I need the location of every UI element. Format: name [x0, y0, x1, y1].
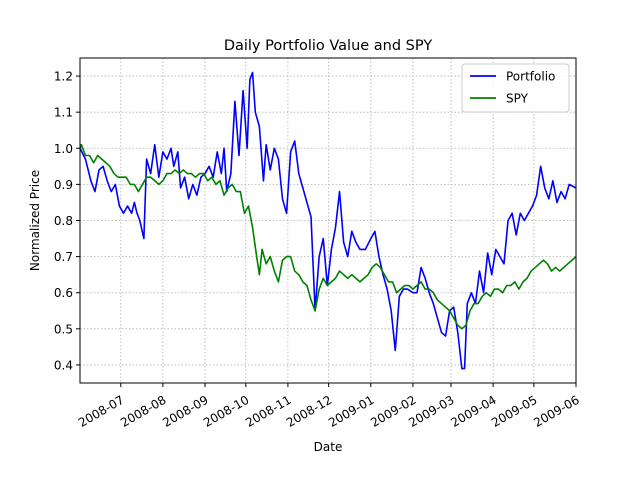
- legend-label-spy: SPY: [506, 92, 529, 106]
- chart-title: Daily Portfolio Value and SPY: [224, 38, 433, 54]
- legend-label-portfolio: Portfolio: [506, 70, 555, 84]
- y-tick-label: 1.2: [54, 70, 73, 84]
- y-axis-label: Normalized Price: [28, 170, 42, 271]
- y-tick-label: 0.7: [54, 250, 73, 264]
- series-line-portfolio: [80, 71, 576, 370]
- y-tick-label: 0.5: [54, 322, 73, 336]
- y-tick-label: 0.6: [54, 286, 73, 300]
- series-line-spy: [80, 143, 576, 330]
- y-tick-label: 0.9: [54, 178, 73, 192]
- series-lines: [80, 71, 576, 370]
- y-tick-label: 1.1: [54, 106, 73, 120]
- legend: Portfolio SPY: [461, 63, 570, 113]
- y-tick-label: 0.4: [54, 358, 73, 372]
- y-tick-label: 1.0: [54, 142, 73, 156]
- x-axis-label: Date: [314, 440, 343, 454]
- y-tick-label: 0.8: [54, 214, 73, 228]
